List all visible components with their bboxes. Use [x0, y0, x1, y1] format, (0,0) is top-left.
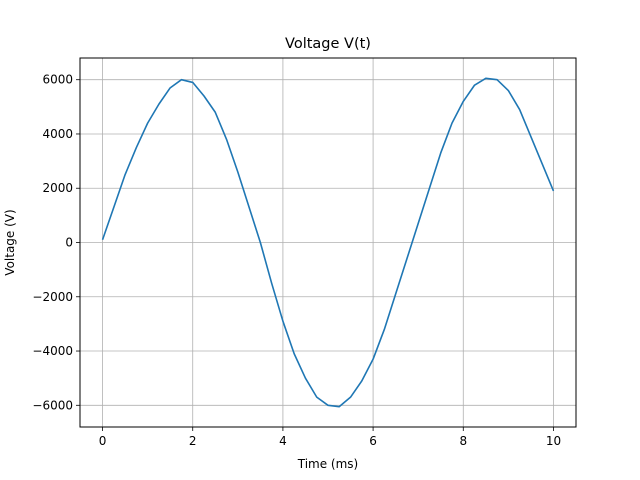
ticks: 0 2 4 6 8 10 −6000 −4000 −2000 0 2000 4000 6000 — [32, 73, 561, 448]
chart-title: Voltage V(t) — [285, 36, 371, 52]
voltage-series-line — [101, 77, 555, 408]
x-axis-label: Time (ms) — [297, 457, 359, 471]
y-tick-label: −2000 — [32, 290, 73, 304]
x-tick-label: 0 — [99, 434, 107, 448]
y-tick-label: −6000 — [32, 398, 73, 412]
x-tick-label: 4 — [279, 434, 287, 448]
x-tick-label: 8 — [459, 434, 467, 448]
x-tick-label: 10 — [546, 434, 561, 448]
series-layer — [101, 77, 555, 408]
y-tick-label: 6000 — [42, 73, 73, 87]
x-tick-label: 6 — [369, 434, 377, 448]
y-tick-label: 0 — [65, 236, 73, 250]
x-tick-label: 2 — [189, 434, 197, 448]
y-tick-label: 2000 — [42, 181, 73, 195]
y-axis-label: Voltage (V) — [3, 209, 17, 275]
y-tick-label: −4000 — [32, 344, 73, 358]
grid — [80, 58, 576, 427]
y-tick-label: 4000 — [42, 127, 73, 141]
